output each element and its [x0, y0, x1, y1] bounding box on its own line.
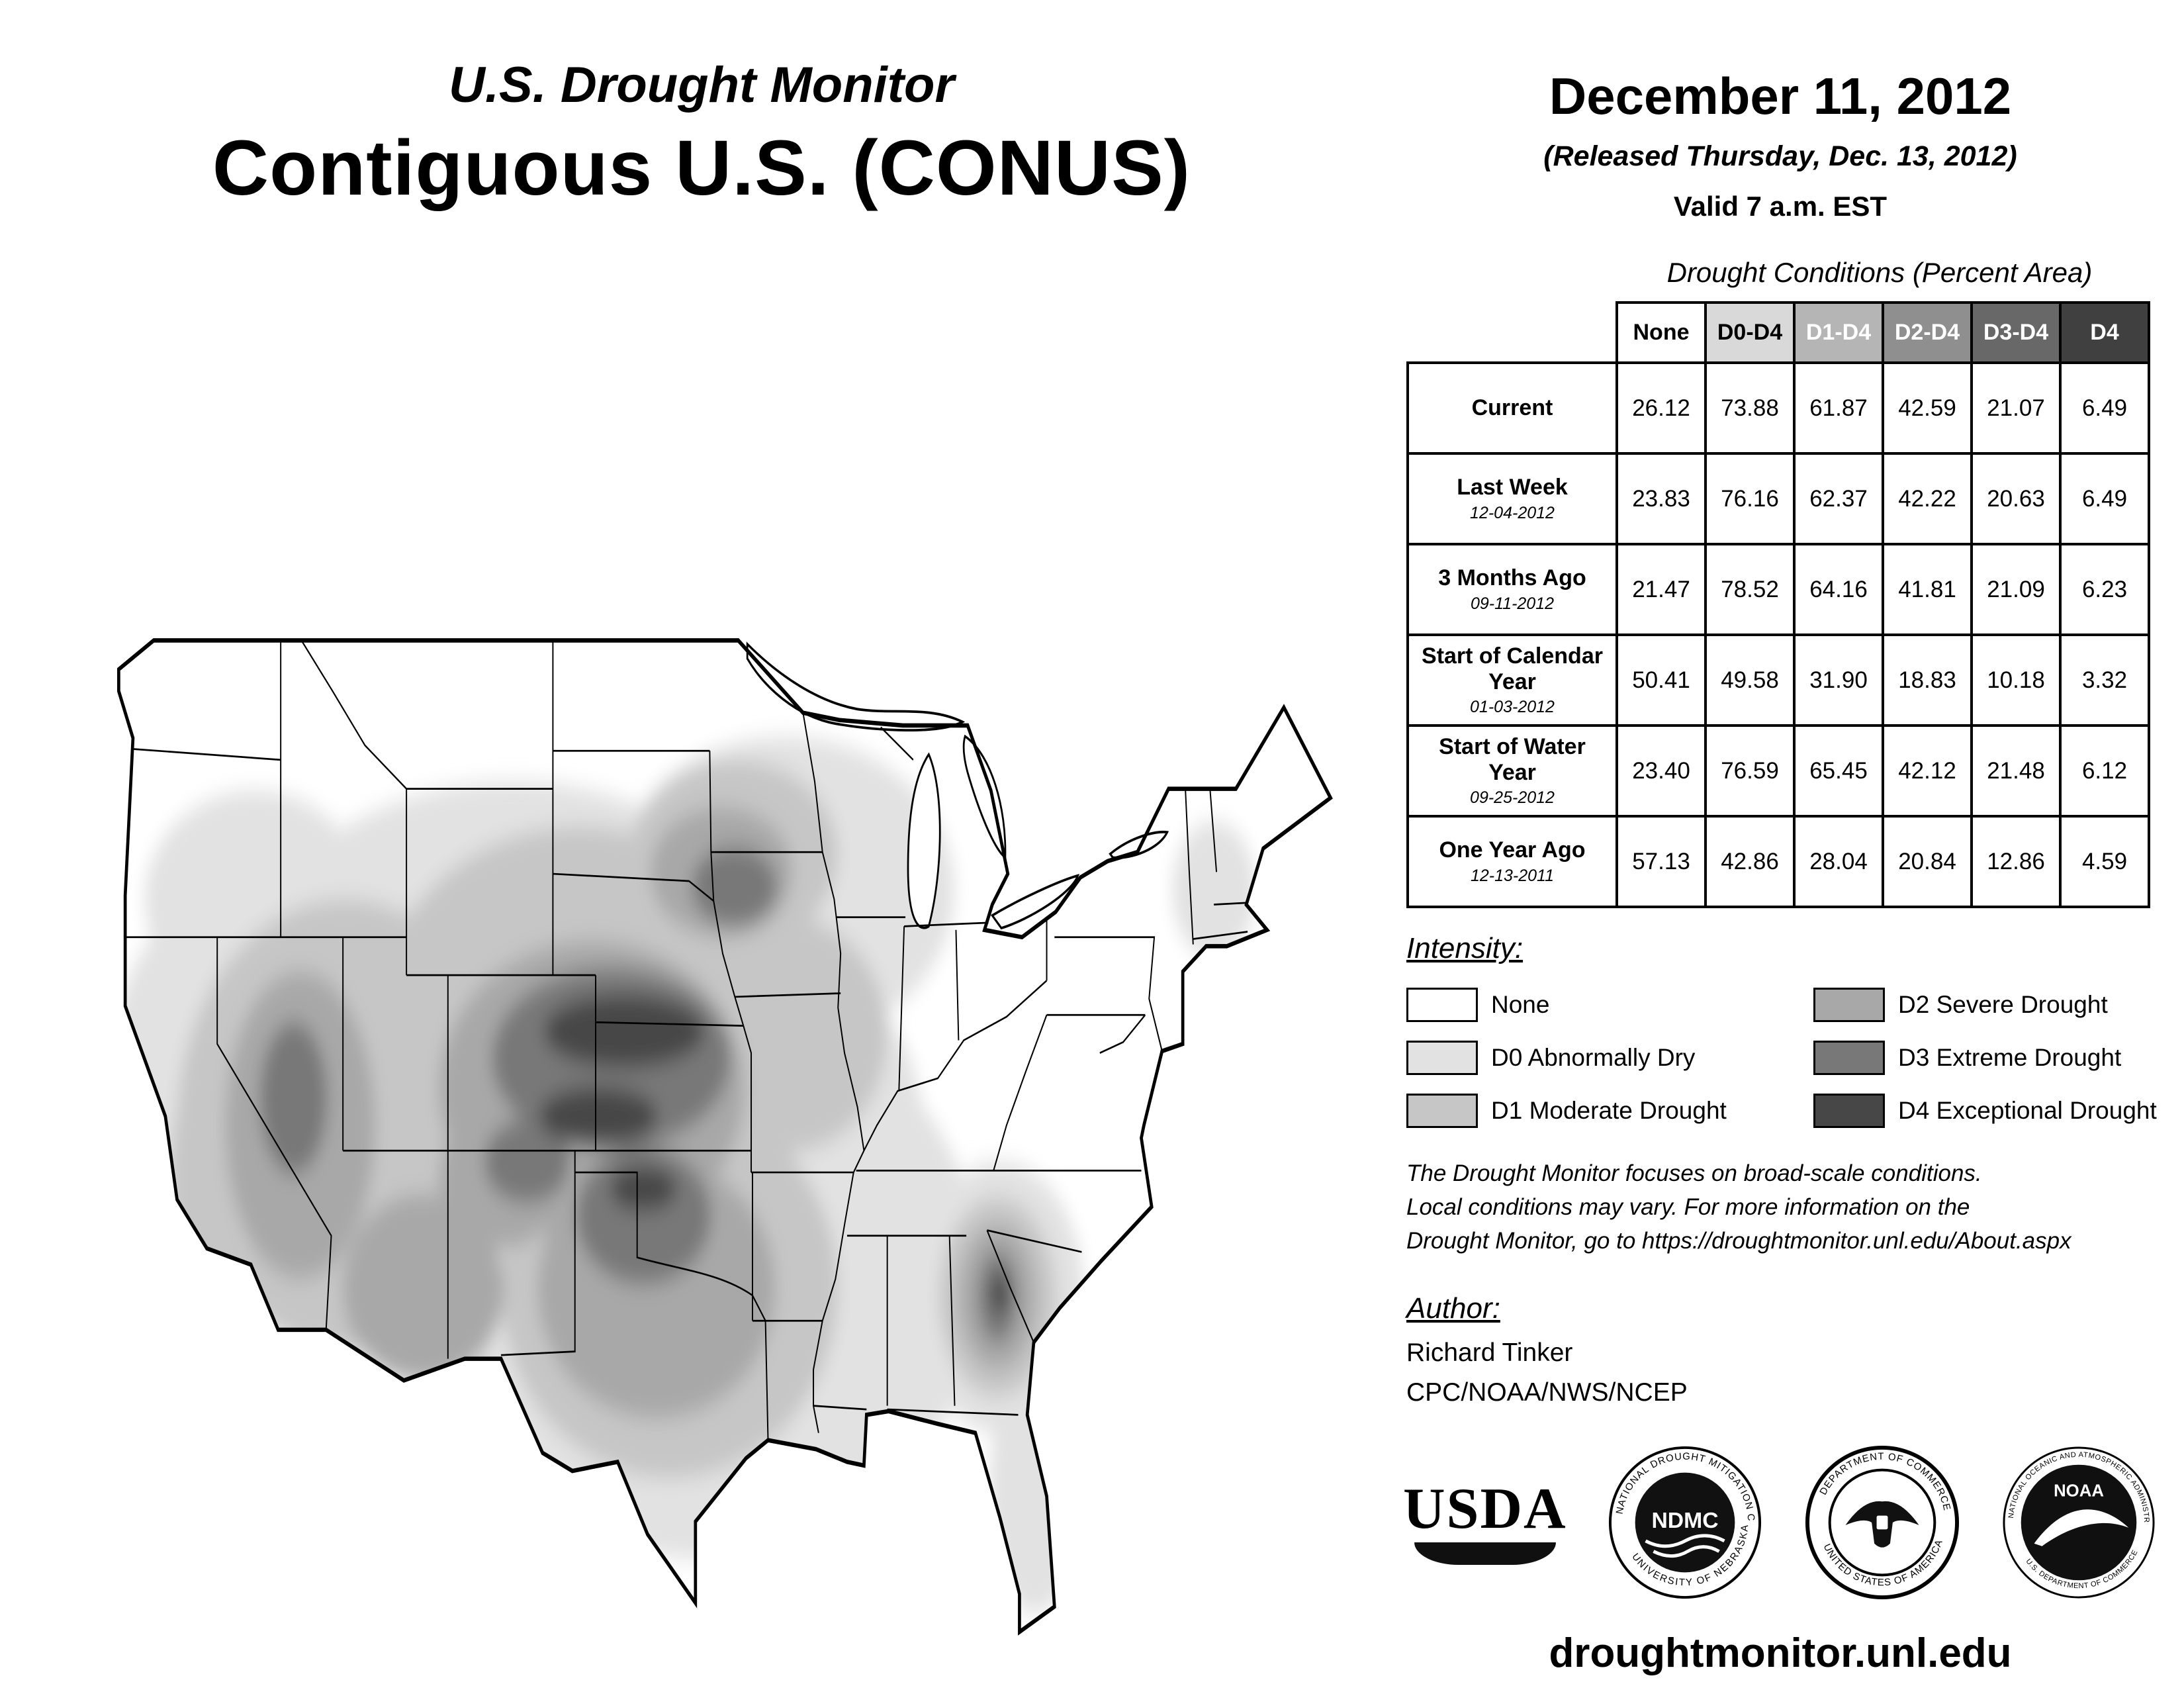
seagull-icon [2034, 1509, 2129, 1546]
col-header-d1-d4: D1-D4 [1793, 301, 1884, 364]
table-corner-cell [1408, 303, 1617, 363]
legend-swatch-d2 [1813, 988, 1885, 1022]
table-row: Last Week 12-04-2012 23.83 76.16 62.37 4… [1406, 452, 2150, 545]
table-row: Current 26.12 73.88 61.87 42.59 21.07 6.… [1406, 361, 2150, 455]
legend-item-d1: D1 Moderate Drought [1406, 1094, 1813, 1128]
svg-text:NDMC: NDMC [1652, 1508, 1719, 1533]
row-label-3-months-ago: 3 Months Ago 09-11-2012 [1406, 543, 1618, 636]
author-heading: Author: [1406, 1292, 1500, 1325]
legend-swatch-d3 [1813, 1041, 1885, 1075]
row-label-current: Current [1406, 361, 1618, 455]
table-title: Drought Conditions (Percent Area) [1666, 257, 2093, 288]
department-of-commerce-seal: DEPARTMENT OF COMMERCE UNITED STATES OF … [1805, 1445, 1959, 1600]
legend-item-none: None [1406, 988, 1813, 1022]
row-label-start-water-year: Start of Water Year 09-25-2012 [1406, 724, 1618, 818]
row-label-last-week: Last Week 12-04-2012 [1406, 452, 1618, 545]
legend-item-d4: D4 Exceptional Drought [1813, 1094, 2184, 1128]
drought-conditions-table: None D0-D4 D1-D4 D2-D4 D3-D4 D4 Current … [1406, 301, 2150, 908]
us-outline [117, 638, 1333, 1636]
legend-item-d2: D2 Severe Drought [1813, 988, 2184, 1022]
col-header-d0-d4: D0-D4 [1704, 301, 1796, 364]
valid-time: Valid 7 a.m. EST [1673, 191, 1888, 222]
intensity-heading: Intensity: [1406, 932, 1524, 964]
usda-swoosh [1414, 1542, 1556, 1565]
info-panel: December 11, 2012 (Released Thursday, De… [1377, 0, 2184, 1688]
col-header-d4: D4 [2059, 301, 2150, 364]
map-svg [117, 638, 1333, 1636]
col-header-none: None [1615, 301, 1707, 364]
usda-logo: USDA [1403, 1480, 1567, 1565]
conus-drought-map [99, 583, 1343, 1668]
table-row: One Year Ago 12-13-2011 57.13 42.86 28.0… [1406, 815, 2150, 908]
table-row: Start of Calendar Year 01-03-2012 50.41 … [1406, 633, 2150, 727]
state-borders [125, 639, 1248, 1440]
row-label-one-year-ago: One Year Ago 12-13-2011 [1406, 815, 1618, 908]
table-row: Start of Water Year 09-25-2012 23.40 76.… [1406, 724, 2150, 818]
legend-item-d0: D0 Abnormally Dry [1406, 1041, 1813, 1075]
legend-swatch-d0 [1406, 1041, 1478, 1075]
row-label-start-calendar-year: Start of Calendar Year 01-03-2012 [1406, 633, 1618, 727]
drought-layer-d4 [538, 995, 1009, 1314]
svg-text:NOAA: NOAA [2054, 1481, 2104, 1500]
table-header-row: None D0-D4 D1-D4 D2-D4 D3-D4 D4 [1408, 301, 2150, 364]
author-org: CPC/NOAA/NWS/NCEP [1406, 1378, 1688, 1407]
report-title: U.S. Drought Monitor [448, 57, 955, 113]
intensity-legend: None D0 Abnormally Dry D1 Moderate Droug… [1406, 978, 2184, 1137]
disclaimer-text: The Drought Monitor focuses on broad-sca… [1406, 1160, 2071, 1254]
legend-swatch-none [1406, 988, 1478, 1022]
ndmc-logo: NATIONAL DROUGHT MITIGATION CENTER UNIVE… [1609, 1446, 1762, 1599]
table-row: 3 Months Ago 09-11-2012 21.47 78.52 64.1… [1406, 543, 2150, 636]
legend-item-d3: D3 Extreme Drought [1813, 1041, 2184, 1075]
agency-logos: USDA NATIONAL DROUGHT MITIGATION CENTER … [1403, 1440, 2158, 1605]
noaa-logo: NATIONAL OCEANIC AND ATMOSPHERIC ADMINIS… [2003, 1446, 2155, 1599]
legend-swatch-d4 [1813, 1094, 1885, 1128]
map-date: December 11, 2012 [1549, 67, 2012, 125]
region-title: Contiguous U.S. (CONUS) [212, 124, 1191, 212]
released-date: (Released Thursday, Dec. 13, 2012) [1543, 140, 2017, 172]
col-header-d2-d4: D2-D4 [1882, 301, 1973, 364]
author-name: Richard Tinker [1406, 1338, 1573, 1367]
title-block: U.S. Drought Monitor Contiguous U.S. (CO… [0, 56, 1403, 213]
col-header-d3-d4: D3-D4 [1970, 301, 2062, 364]
drought-shading [118, 640, 1331, 1632]
footer-url: droughtmonitor.unl.edu [1549, 1630, 2012, 1676]
legend-swatch-d1 [1406, 1094, 1478, 1128]
